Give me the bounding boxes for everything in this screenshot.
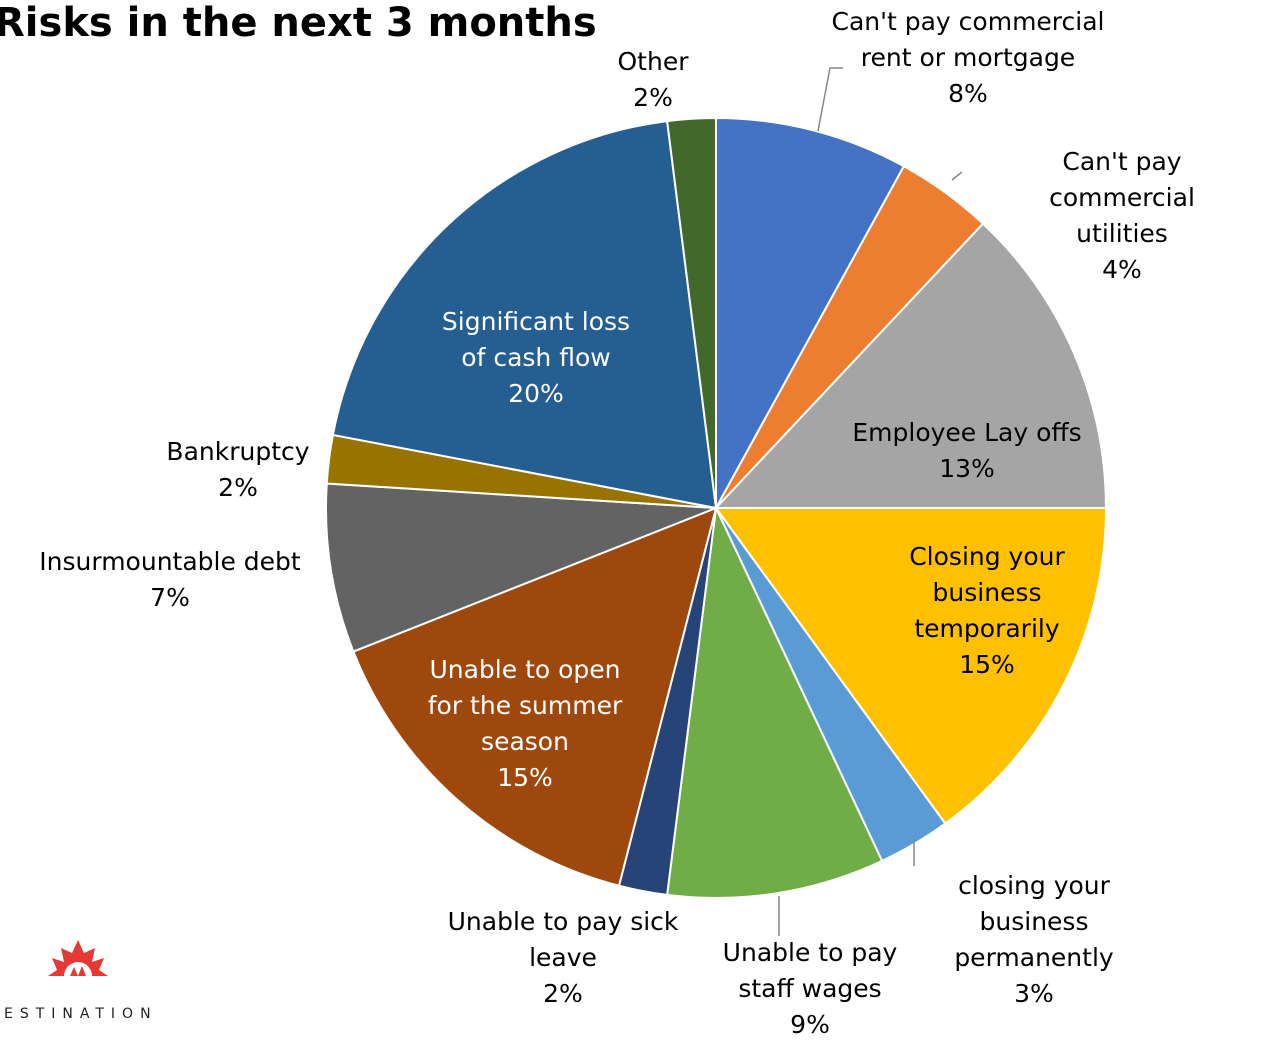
slice-label: Closing your business temporarily 15% [909,539,1065,683]
value-label: 4% [1102,255,1142,284]
category-label: Bankruptcy [166,437,310,466]
slice-label: Bankruptcy 2% [166,434,309,506]
slice-label: closing your business permanently 3% [908,868,1160,1012]
pie-slice [325,482,717,653]
value-label: 15% [497,763,553,792]
logo-arc [64,962,92,976]
value-label: 2% [218,473,258,502]
category-label: Other [617,47,689,76]
pie-slice [714,507,1108,825]
leader-line [817,67,843,132]
slice-label: Can't pay commercial utilities 4% [1040,144,1204,288]
pie-slice [713,222,1108,509]
pie-slice [331,119,718,510]
slice-label: Other 2% [618,44,689,116]
slice-label: Significant loss of cash flow 20% [442,304,630,412]
value-label: 2% [543,979,583,1008]
leader-line [951,171,963,181]
category-label: Can't pay commercial utilities [1049,147,1195,248]
value-label: 3% [1014,979,1054,1008]
value-label: 15% [959,650,1015,679]
value-label: 9% [790,1010,830,1039]
category-label: closing your business permanently [954,871,1114,972]
logo-trees [70,966,86,976]
value-label: 20% [508,379,564,408]
pie-slice [352,506,718,887]
slice-label: Employee Lay offs 13% [852,415,1081,487]
pie [325,116,1108,899]
pie-slice [666,504,884,899]
category-label: Closing your business temporarily [909,542,1065,643]
logo [48,940,108,976]
category-label: Unable to pay staff wages [722,938,898,1003]
value-label: 13% [939,454,995,483]
slice-label: Unable to open for the summer season 15% [428,652,623,796]
category-label: Insurmountable debt [39,547,301,576]
value-label: 2% [633,83,673,112]
logo-text: ESTINATION [4,1006,158,1022]
slice-label: Insurmountable debt 7% [39,544,300,616]
chart-title: Risks in the next 3 months [0,0,597,46]
slice-label: Can't pay commercial rent or mortgage 8% [832,4,1105,112]
category-label: Employee Lay offs [852,418,1082,447]
pie-slice [666,116,717,509]
category-label: Unable to open for the summer season [427,655,623,756]
value-label: 7% [150,583,190,612]
category-label: Can't pay commercial rent or mortgage [831,7,1105,72]
category-label: Unable to pay sick leave [447,907,679,972]
value-label: 8% [948,79,988,108]
maple-leaf [48,940,108,976]
pie-slice [715,116,906,509]
slice-label: Unable to pay sick leave 2% [448,904,679,1012]
category-label: Significant loss of cash flow [441,307,631,372]
slice-label: Unable to pay staff wages 9% [723,935,898,1043]
